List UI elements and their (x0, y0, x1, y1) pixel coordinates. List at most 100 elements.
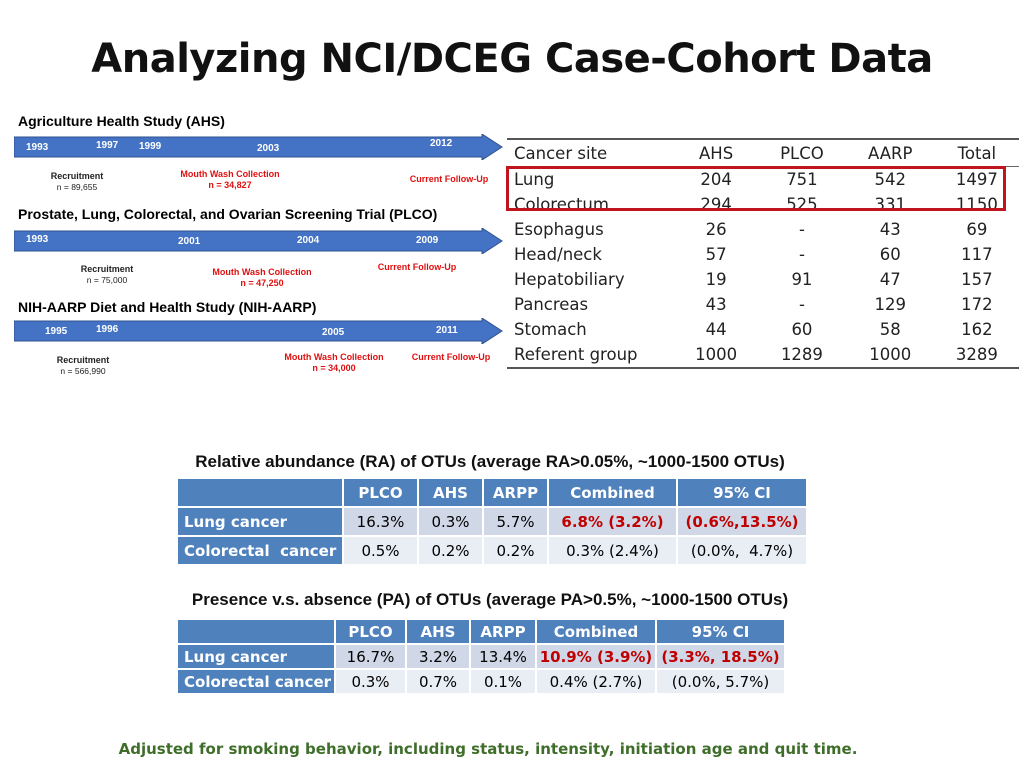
cell: 0.3% (334, 668, 407, 695)
row-label: Colorectal cancer (176, 535, 344, 566)
cell: 57 (705, 245, 727, 264)
cell: 117 (961, 245, 993, 264)
cell: 1497 (955, 170, 998, 189)
table-row: Lung cancer 16.3% 0.3% 5.7% 6.8% (3.2%) … (176, 506, 808, 537)
cell: - (798, 220, 805, 239)
cell: 1000 (869, 345, 912, 364)
table-row: Esophagus 26 - 43 69 (507, 217, 1019, 242)
followup-event: Current Follow-Up (409, 174, 489, 184)
timeline-arrow (14, 318, 503, 344)
cell: Stomach (514, 320, 587, 339)
cell: 1000 (695, 345, 738, 364)
year-label: 2011 (436, 325, 458, 336)
row-label: Lung cancer (176, 643, 336, 670)
year-label: 2003 (257, 143, 280, 154)
lung-colorectum-highlight-box (506, 166, 1006, 211)
column-header: Cancer site (507, 140, 674, 167)
mouthwash-event: Mouth Wash Collection n = 34,827 (180, 169, 280, 190)
cell: (0.6%,13.5%) (676, 506, 808, 537)
cell: 19 (705, 270, 727, 289)
pa-table: PLCO AHS ARPP Combined 95% CI Lung cance… (176, 618, 786, 695)
cell: Pancreas (514, 295, 589, 314)
column-header: AHS (405, 618, 471, 645)
cell: 204 (700, 170, 732, 189)
recruitment-event: Recruitment n = 75,000 (80, 264, 134, 285)
cell: 0.2% (482, 535, 549, 566)
column-header: 95% CI (676, 477, 808, 508)
cell: (0.0%, 5.7%) (655, 668, 786, 695)
table-row: Colorectal cancer 0.5% 0.2% 0.2% 0.3% (2… (176, 535, 808, 566)
cell: 26 (705, 220, 727, 239)
cell: 69 (966, 220, 988, 239)
table-row: Head/neck 57 - 60 117 (507, 242, 1019, 267)
year-label: 1996 (96, 324, 119, 335)
table-row: Lung cancer 16.7% 3.2% 13.4% 10.9% (3.9%… (176, 643, 786, 670)
cell: 0.5% (342, 535, 419, 566)
timeline-ahs: Agriculture Health Study (AHS) 1993 1997… (14, 108, 504, 198)
year-label: 1993 (26, 142, 49, 153)
column-header: ARPP (469, 618, 537, 645)
cell: 0.3% (2.4%) (547, 535, 678, 566)
cell: 542 (874, 170, 906, 189)
followup-event: Current Follow-Up (377, 262, 457, 272)
year-label: 1997 (96, 140, 119, 151)
cell: 157 (961, 270, 993, 289)
cell: 172 (961, 295, 993, 314)
cell: 3.2% (405, 643, 471, 670)
row-label: Colorectal cancer (176, 668, 336, 695)
cell: Hepatobiliary (514, 270, 625, 289)
column-header: PLCO (342, 477, 419, 508)
cell: 44 (705, 320, 727, 339)
timeline-arrow (14, 228, 503, 254)
cell: 0.7% (405, 668, 471, 695)
column-header (176, 477, 344, 508)
cell: 162 (961, 320, 993, 339)
cell: 6.8% (3.2%) (547, 506, 678, 537)
cell: 16.7% (334, 643, 407, 670)
timeline-arrow (14, 134, 503, 160)
cell: 58 (879, 320, 901, 339)
year-label: 2009 (416, 235, 439, 246)
mouthwash-event: Mouth Wash Collection n = 34,000 (284, 352, 384, 373)
table-row: Referent group 1000 1289 1000 3289 (507, 342, 1019, 367)
cell: 0.3% (417, 506, 484, 537)
cohort-case-table: Cancer site AHS PLCO AARP Total Lung 204… (507, 138, 1019, 369)
cell: 16.3% (342, 506, 419, 537)
cell: 1289 (780, 345, 823, 364)
column-header: AHS (417, 477, 484, 508)
cell: 91 (791, 270, 813, 289)
cell: 10.9% (3.9%) (535, 643, 657, 670)
page-title: Analyzing NCI/DCEG Case-Cohort Data (91, 36, 933, 82)
table-row: Stomach 44 60 58 162 (507, 317, 1019, 342)
column-header: AHS (674, 140, 759, 167)
column-header: 95% CI (655, 618, 786, 645)
cell: (0.0%, 4.7%) (676, 535, 808, 566)
table-header-row: PLCO AHS ARPP Combined 95% CI (176, 618, 786, 645)
recruitment-event: Recruitment n = 566,990 (56, 355, 110, 376)
cell: 5.7% (482, 506, 549, 537)
cell: Head/neck (514, 245, 602, 264)
cell: - (798, 245, 805, 264)
year-label: 2005 (322, 327, 345, 338)
column-header: Combined (535, 618, 657, 645)
cell: 0.4% (2.7%) (535, 668, 657, 695)
cell: 60 (879, 245, 901, 264)
cell: 47 (879, 270, 901, 289)
column-header: AARP (845, 140, 935, 167)
cell: 0.2% (417, 535, 484, 566)
timeline-title: Agriculture Health Study (AHS) (18, 113, 225, 129)
pa-subtitle: Presence v.s. absence (PA) of OTUs (aver… (191, 590, 789, 609)
timeline-nih-aarp: NIH-AARP Diet and Health Study (NIH-AARP… (14, 295, 504, 385)
mouthwash-event: Mouth Wash Collection n = 47,250 (212, 267, 312, 288)
column-header: PLCO (758, 140, 846, 167)
timeline-plco: Prostate, Lung, Colorectal, and Ovarian … (14, 200, 504, 295)
cell: Lung (514, 170, 555, 189)
table-row: Hepatobiliary 19 91 47 157 (507, 267, 1019, 292)
cell: - (798, 295, 805, 314)
cell: 13.4% (469, 643, 537, 670)
timeline-title: Prostate, Lung, Colorectal, and Ovarian … (18, 206, 438, 222)
timeline-title: NIH-AARP Diet and Health Study (NIH-AARP… (18, 299, 317, 315)
column-header (176, 618, 336, 645)
column-header: PLCO (334, 618, 407, 645)
cell: 751 (786, 170, 818, 189)
